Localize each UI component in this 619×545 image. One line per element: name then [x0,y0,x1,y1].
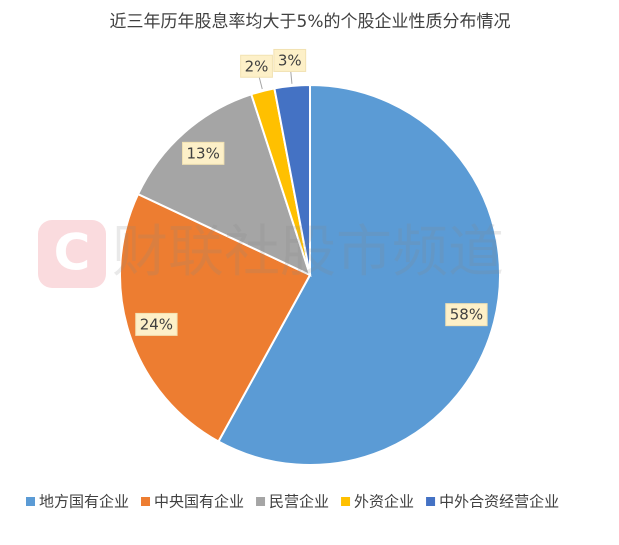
watermark-logo [38,220,106,288]
legend-label: 地方国有企业 [39,493,129,511]
pie-slice [119,192,312,443]
legend-marker [426,497,436,506]
legend-label: 民营企业 [269,493,329,511]
legend-marker [256,497,266,506]
data-label: 24% [140,315,173,333]
data-label-bg [240,54,273,78]
legend-marker [341,497,351,506]
watermark-group: C 财联社股市频道 [38,220,504,288]
data-label: 2% [245,57,269,75]
labels: 58% 24% 13% 2% 3% [135,48,488,336]
leader-line [290,71,293,84]
pie [119,83,501,466]
legend-marker [26,497,35,506]
legend-label: 外资企业 [354,493,414,511]
legend-label: 中央国有企业 [154,493,244,511]
chart-title: 近三年历年股息率均大于5%的个股企业性质分布情况 [110,12,511,32]
leader-line [258,77,263,90]
data-label-bg [445,303,488,327]
watermark: 财联社股市频道 [112,220,504,285]
data-label-bg [273,48,307,72]
pie-slice [136,93,312,277]
legend-label: 中外合资经营企业 [439,493,559,511]
data-label: 3% [278,51,302,69]
data-label: 13% [187,144,220,162]
pie-slice [217,83,501,466]
data-label: 58% [450,306,483,324]
legend: 地方国有企业 中央国有企业 民营企业 外资企业 中外合资经营企业 [26,493,559,511]
data-label-bg [182,141,225,165]
legend-marker [141,497,151,506]
data-label-bg [135,312,178,336]
pie-slice [273,83,311,276]
watermark-logo-letter: C [54,224,91,282]
